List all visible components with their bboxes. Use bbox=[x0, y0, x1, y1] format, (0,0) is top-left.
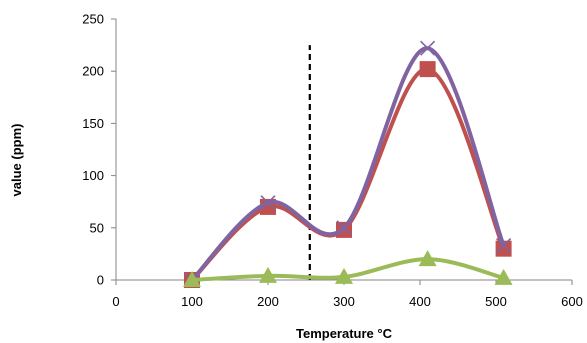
data-point-x bbox=[336, 220, 352, 236]
data-point-x bbox=[260, 195, 276, 211]
y-tick-label: 200 bbox=[82, 64, 104, 79]
x-tick-label: 100 bbox=[181, 294, 203, 309]
y-tick-label: 0 bbox=[97, 273, 104, 288]
series-triangle bbox=[183, 250, 513, 287]
x-tick-label: 400 bbox=[409, 294, 431, 309]
y-axis-title: value (ppm) bbox=[9, 124, 24, 197]
y-tick-label: 150 bbox=[82, 116, 104, 131]
data-point-square bbox=[419, 61, 436, 78]
x-axis-title: Temperature °C bbox=[296, 326, 393, 341]
data-point-x bbox=[420, 40, 436, 56]
x-tick-label: 300 bbox=[333, 294, 355, 309]
x-tick-label: 200 bbox=[257, 294, 279, 309]
chart-axes: 0 50 100 150 200 250 0 100 200 300 400 500 600 bbox=[82, 12, 583, 310]
x-tick-label: 600 bbox=[561, 294, 583, 309]
chart-series-layer bbox=[183, 40, 513, 288]
series-line bbox=[190, 67, 506, 282]
y-tick-label: 100 bbox=[82, 168, 104, 183]
data-point-triangle bbox=[183, 271, 201, 287]
data-point-triangle bbox=[259, 266, 277, 283]
data-point-square bbox=[495, 240, 512, 257]
x-tick-label: 0 bbox=[112, 294, 119, 309]
y-tick-label: 250 bbox=[82, 12, 104, 27]
y-tick-label: 50 bbox=[90, 220, 104, 235]
data-point-x bbox=[496, 237, 512, 254]
series-square bbox=[184, 61, 512, 288]
data-point-triangle bbox=[418, 250, 437, 267]
series-line bbox=[190, 46, 506, 282]
data-point-triangle bbox=[335, 267, 353, 284]
series-x bbox=[184, 40, 512, 288]
data-point-triangle bbox=[494, 268, 513, 285]
x-tick-label: 500 bbox=[485, 294, 507, 309]
